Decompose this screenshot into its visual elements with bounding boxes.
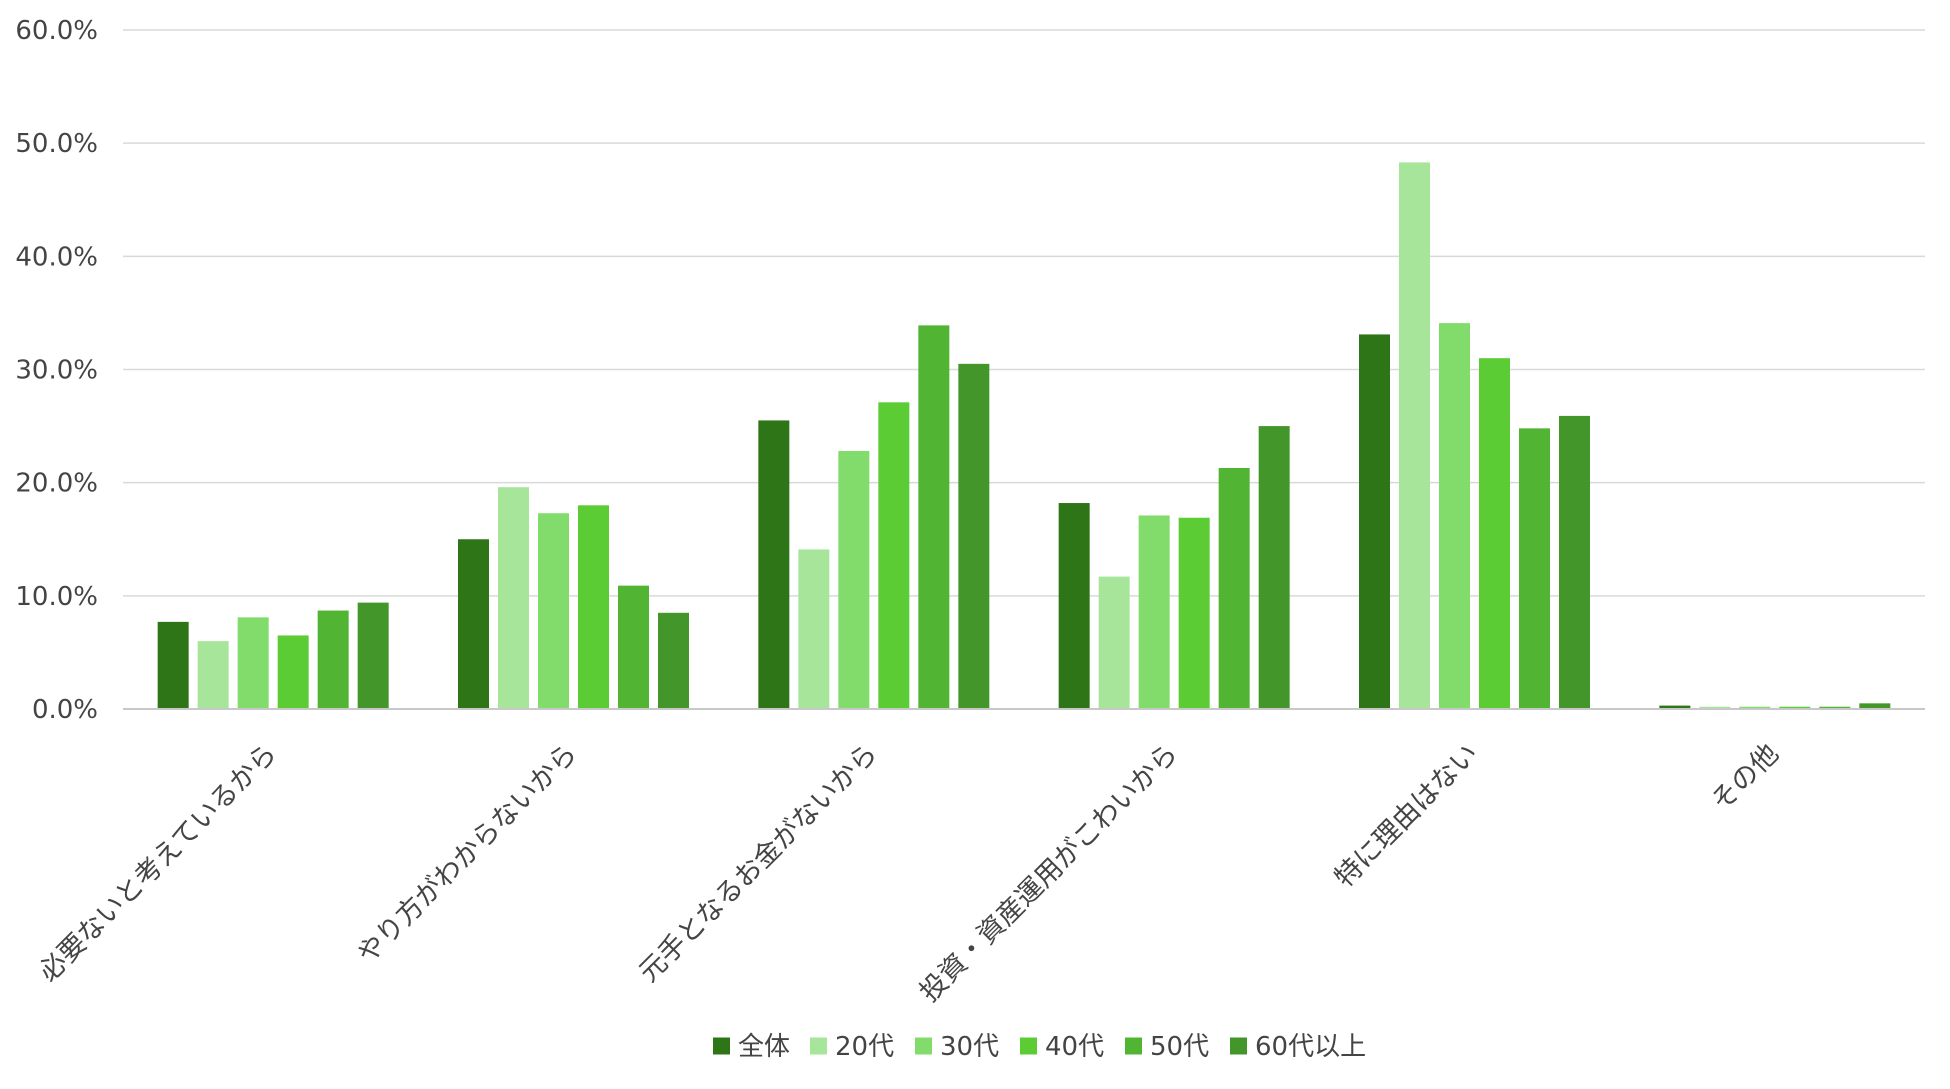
bar	[157, 621, 189, 709]
x-category-label: 特に理由はない	[1329, 738, 1485, 894]
gridlines	[123, 29, 1925, 597]
bar	[1399, 162, 1430, 709]
legend: 全体 20代 30代 40代 50代 60代以上	[713, 1032, 1366, 1062]
bar	[1058, 503, 1090, 709]
bar	[1699, 706, 1731, 709]
legend-label: 20代	[835, 1032, 894, 1062]
legend-swatch	[1020, 1037, 1037, 1055]
bar	[1519, 428, 1550, 709]
bar	[1258, 426, 1290, 709]
bar	[1779, 706, 1811, 709]
bar	[277, 635, 309, 709]
legend-label: 40代	[1045, 1032, 1104, 1062]
legend-item: 20代	[810, 1032, 894, 1062]
bar	[1559, 415, 1590, 709]
bar	[1098, 576, 1130, 709]
legend-label: 50代	[1150, 1032, 1209, 1062]
y-tick-label: 10.0%	[15, 582, 98, 612]
legend-item: 30代	[915, 1032, 999, 1062]
bar	[578, 505, 609, 709]
y-tick-label: 60.0%	[15, 16, 98, 46]
x-category-label: 投資・資産運用がこわいから	[914, 738, 1184, 1008]
y-tick-label: 20.0%	[15, 469, 98, 499]
bar	[458, 539, 489, 709]
bars	[157, 162, 1891, 709]
bar	[1359, 334, 1390, 709]
legend-swatch	[1125, 1037, 1142, 1055]
legend-swatch	[1230, 1037, 1247, 1055]
x-category-label: やり方がわからないから	[352, 738, 584, 970]
bar	[658, 612, 689, 709]
y-axis-tick-labels: 0.0% 10.0% 20.0% 30.0% 40.0% 50.0% 60.0%	[15, 16, 98, 725]
legend-item: 50代	[1125, 1032, 1209, 1062]
bar	[1859, 703, 1891, 709]
y-tick-label: 0.0%	[32, 695, 98, 725]
bar	[798, 549, 830, 709]
y-tick-label: 50.0%	[15, 129, 98, 159]
bar	[1659, 705, 1691, 709]
bar	[538, 513, 569, 709]
bar	[1479, 358, 1510, 709]
legend-label: 30代	[940, 1032, 999, 1062]
legend-swatch	[915, 1037, 932, 1055]
bar	[1218, 467, 1250, 709]
bar	[1819, 706, 1851, 709]
legend-label: 全体	[738, 1032, 790, 1062]
legend-label: 60代以上	[1255, 1032, 1366, 1062]
bar	[958, 363, 990, 709]
bar	[357, 602, 389, 709]
bar	[498, 487, 529, 709]
y-tick-label: 40.0%	[15, 242, 98, 272]
bar	[838, 450, 870, 709]
legend-swatch	[810, 1037, 827, 1055]
y-tick-label: 30.0%	[15, 356, 98, 386]
bar	[317, 610, 349, 709]
x-category-label: 必要ないと考えているから	[33, 738, 283, 988]
bar	[1739, 706, 1771, 709]
bar	[918, 325, 950, 709]
bar	[197, 641, 229, 709]
bar	[1439, 323, 1470, 709]
legend-item: 60代以上	[1230, 1032, 1366, 1062]
x-axis-category-labels: 必要ないと考えているから やり方がわからないから 元手となるお金がないから 投資・資産…	[33, 738, 1785, 1008]
bar	[618, 585, 649, 709]
x-category-label: その他	[1706, 738, 1785, 817]
bar	[878, 402, 910, 709]
bar	[237, 617, 269, 709]
legend-swatch	[713, 1037, 730, 1055]
bar	[758, 420, 790, 709]
legend-item: 全体	[713, 1032, 790, 1062]
bar	[1178, 517, 1210, 709]
bar	[1138, 515, 1170, 709]
x-category-label: 元手となるお金がないから	[633, 738, 883, 988]
legend-item: 40代	[1020, 1032, 1104, 1062]
